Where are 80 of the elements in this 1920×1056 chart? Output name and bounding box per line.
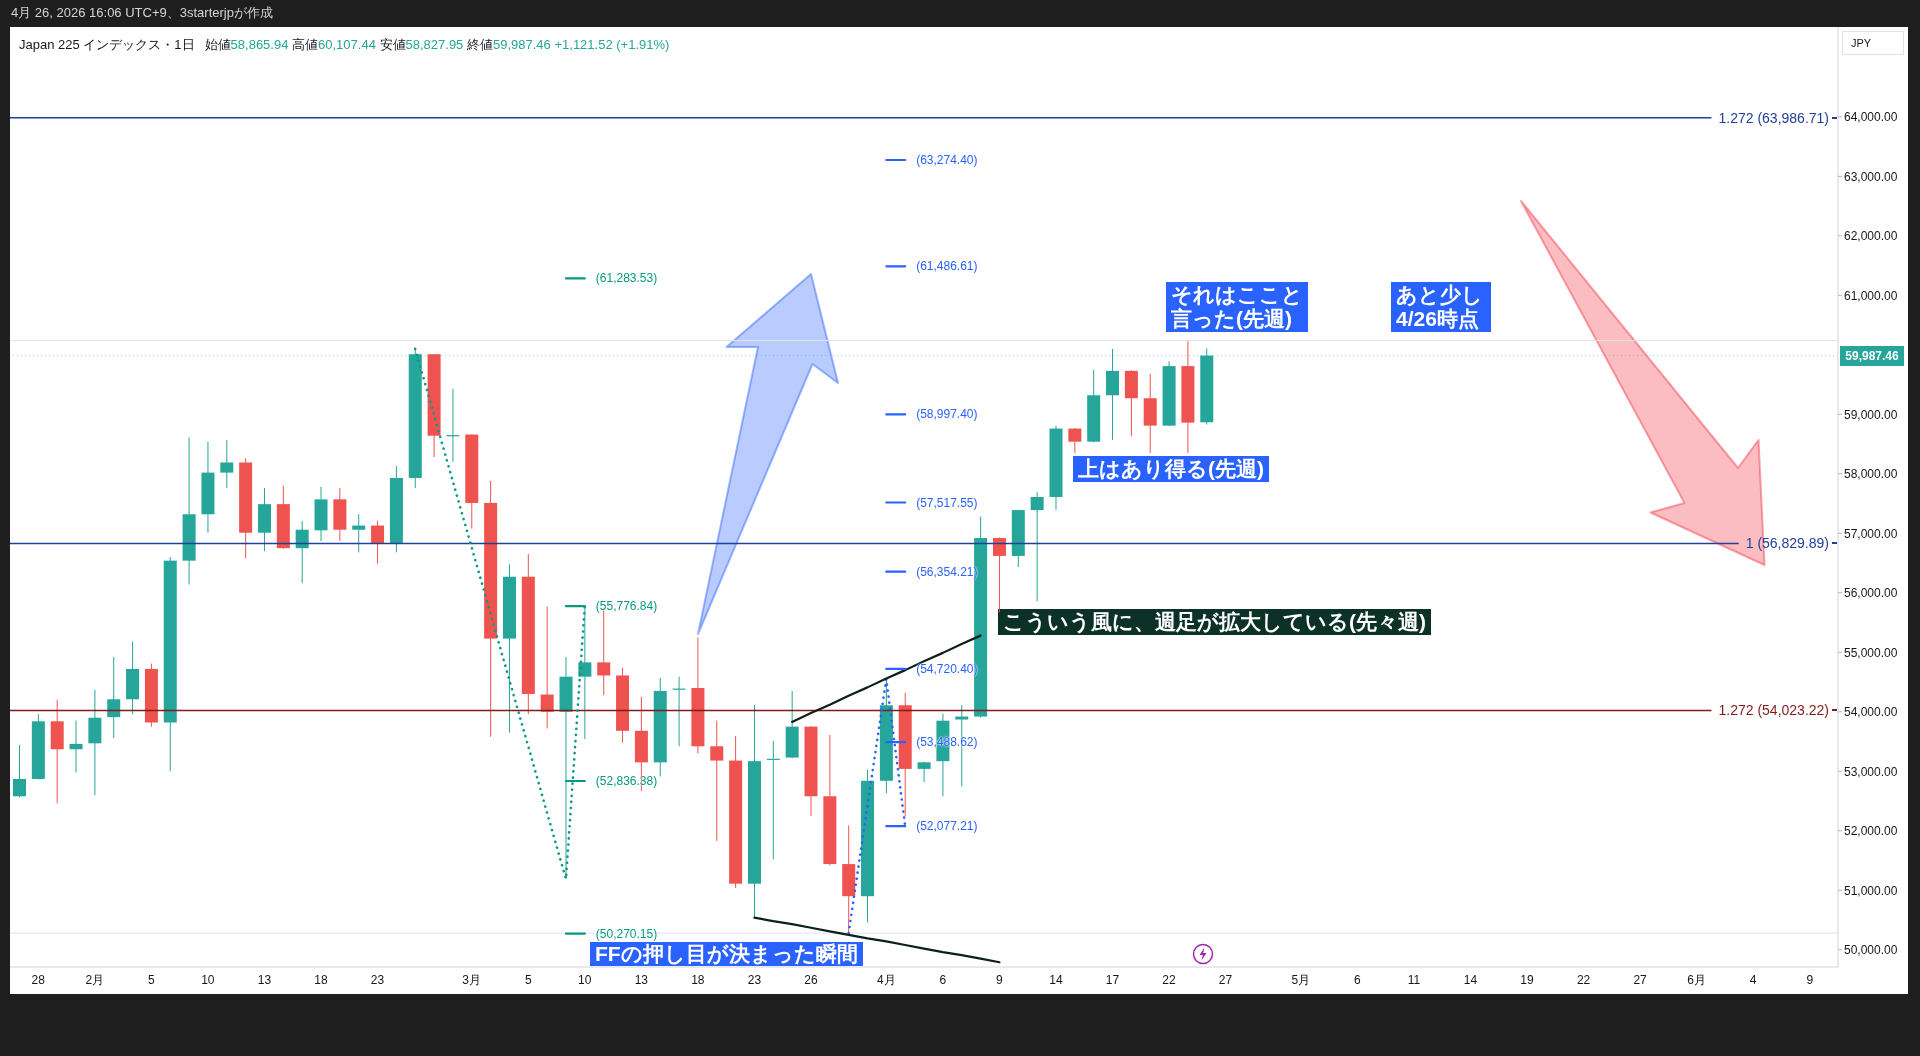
data-label: (52,077.21) — [916, 818, 978, 835]
x-tick-label: 5月 — [1291, 972, 1311, 987]
x-tick-label: 27 — [1218, 972, 1233, 987]
candlestick — [371, 520, 385, 565]
x-tick-label: 6 — [939, 972, 947, 987]
annotation: それはここと言った(先週) — [1166, 282, 1309, 332]
candlestick — [540, 605, 554, 729]
candlestick — [295, 520, 309, 584]
x-tick-label: 6月 — [1687, 972, 1706, 987]
annotation: FFの押し目が決まった瞬間 — [590, 942, 863, 966]
candlestick — [578, 605, 592, 740]
x-tick-label: 10 — [578, 972, 592, 987]
candlestick — [992, 536, 1006, 613]
data-label: (58,997.40) — [916, 406, 978, 423]
x-tick-label: 17 — [1105, 972, 1120, 987]
x-tick-label: 23 — [370, 972, 385, 987]
candlestick — [352, 513, 366, 553]
text: Japan 225 インデックス・1日 — [19, 37, 195, 52]
y-tick-label: 63,000.00 — [1844, 169, 1898, 184]
candlestick — [1068, 427, 1082, 454]
x-tick-label: 18 — [314, 972, 328, 987]
x-tick-label: 13 — [257, 972, 272, 987]
x-tick-label: 4月 — [876, 972, 896, 987]
x-tick-label: 5 — [148, 972, 155, 987]
x-tick-label: 23 — [747, 972, 762, 987]
line-series — [790, 634, 982, 723]
x-tick-label: 13 — [634, 972, 649, 987]
candlestick — [107, 656, 121, 739]
ref-line-label: 59,987.46 — [1840, 345, 1904, 366]
data-label: (63,274.40) — [916, 152, 978, 168]
y-tick-label: 59,000.00 — [1844, 407, 1898, 422]
y-tick-label: 51,000.00 — [1844, 883, 1898, 898]
candlestick — [1030, 491, 1044, 602]
data-label: (61,486.61) — [916, 258, 978, 275]
x-tick-label: 9 — [1806, 972, 1814, 987]
y-tick-label: 50,000.00 — [1844, 943, 1898, 958]
x-tick-label: 28 — [31, 972, 46, 987]
x-tick-label: 22 — [1576, 972, 1591, 987]
data-label: (61,283.53) — [595, 270, 658, 287]
x-tick-label: 6 — [1354, 972, 1362, 987]
x-tick-label: 27 — [1633, 972, 1648, 987]
y-tick-label: 62,000.00 — [1844, 229, 1898, 244]
x-tick-label: 22 — [1162, 972, 1176, 987]
data-label: (55,776.84) — [595, 598, 658, 615]
x-tick-label: 4 — [1749, 972, 1757, 987]
ref-line-label: 1 (56,829.89) — [1744, 534, 1829, 553]
candlestick — [710, 720, 724, 842]
y-tick-label: 55,000.00 — [1844, 645, 1898, 660]
x-tick-label: 5 — [524, 972, 532, 987]
annotation: こういう風に、週足が拡大している(先々週) — [998, 609, 1431, 635]
x-tick-label: 19 — [1520, 972, 1535, 987]
y-tick-label: 58,000.00 — [1844, 467, 1898, 482]
y-tick-label: 64,000.00 — [1844, 110, 1898, 125]
x-tick-label: 14 — [1049, 972, 1063, 987]
annotation: あと少し4/26時点 — [1391, 282, 1492, 332]
x-tick-label: 26 — [804, 972, 818, 987]
x-tick-label: 10 — [201, 972, 215, 987]
y-tick-label: 57,000.00 — [1844, 526, 1898, 541]
candlestick — [69, 720, 83, 773]
y-tick-label: 56,000.00 — [1844, 586, 1898, 601]
candlestick — [220, 439, 234, 489]
ref-line-label: 1.272 (54,023.22) — [1717, 701, 1829, 720]
data-label: (50,270.15) — [595, 925, 658, 942]
x-tick-label: 2月 — [85, 972, 105, 987]
text: 始値58,865.94 高値60,107.44 安値58,827.95 終値59,987.46 +1,121.52 (+1.91%) — [204, 37, 670, 52]
y-tick-label: 54,000.00 — [1844, 705, 1898, 720]
y-tick-label: 61,000.00 — [1844, 288, 1898, 303]
candlestick — [13, 744, 26, 798]
ref-line-label: 1.272 (63,986.71) — [1717, 108, 1829, 127]
x-tick-label: 18 — [691, 972, 705, 987]
y-tick-label: 53,000.00 — [1844, 764, 1898, 779]
x-tick-label: 14 — [1463, 972, 1478, 987]
annotation: 上はあり得る(先週) — [1073, 456, 1269, 482]
x-tick-label: 3月 — [462, 972, 482, 987]
y-tick-label: 52,000.00 — [1844, 824, 1898, 839]
data-label: (57,517.55) — [916, 494, 978, 511]
text: 4月 26, 2026 16:06 UTC+9、3starterjpが作成 — [11, 5, 273, 21]
x-tick-label: 11 — [1407, 972, 1421, 987]
y-axis-title: JPY — [1842, 31, 1904, 55]
x-tick-label: 9 — [996, 972, 1004, 987]
